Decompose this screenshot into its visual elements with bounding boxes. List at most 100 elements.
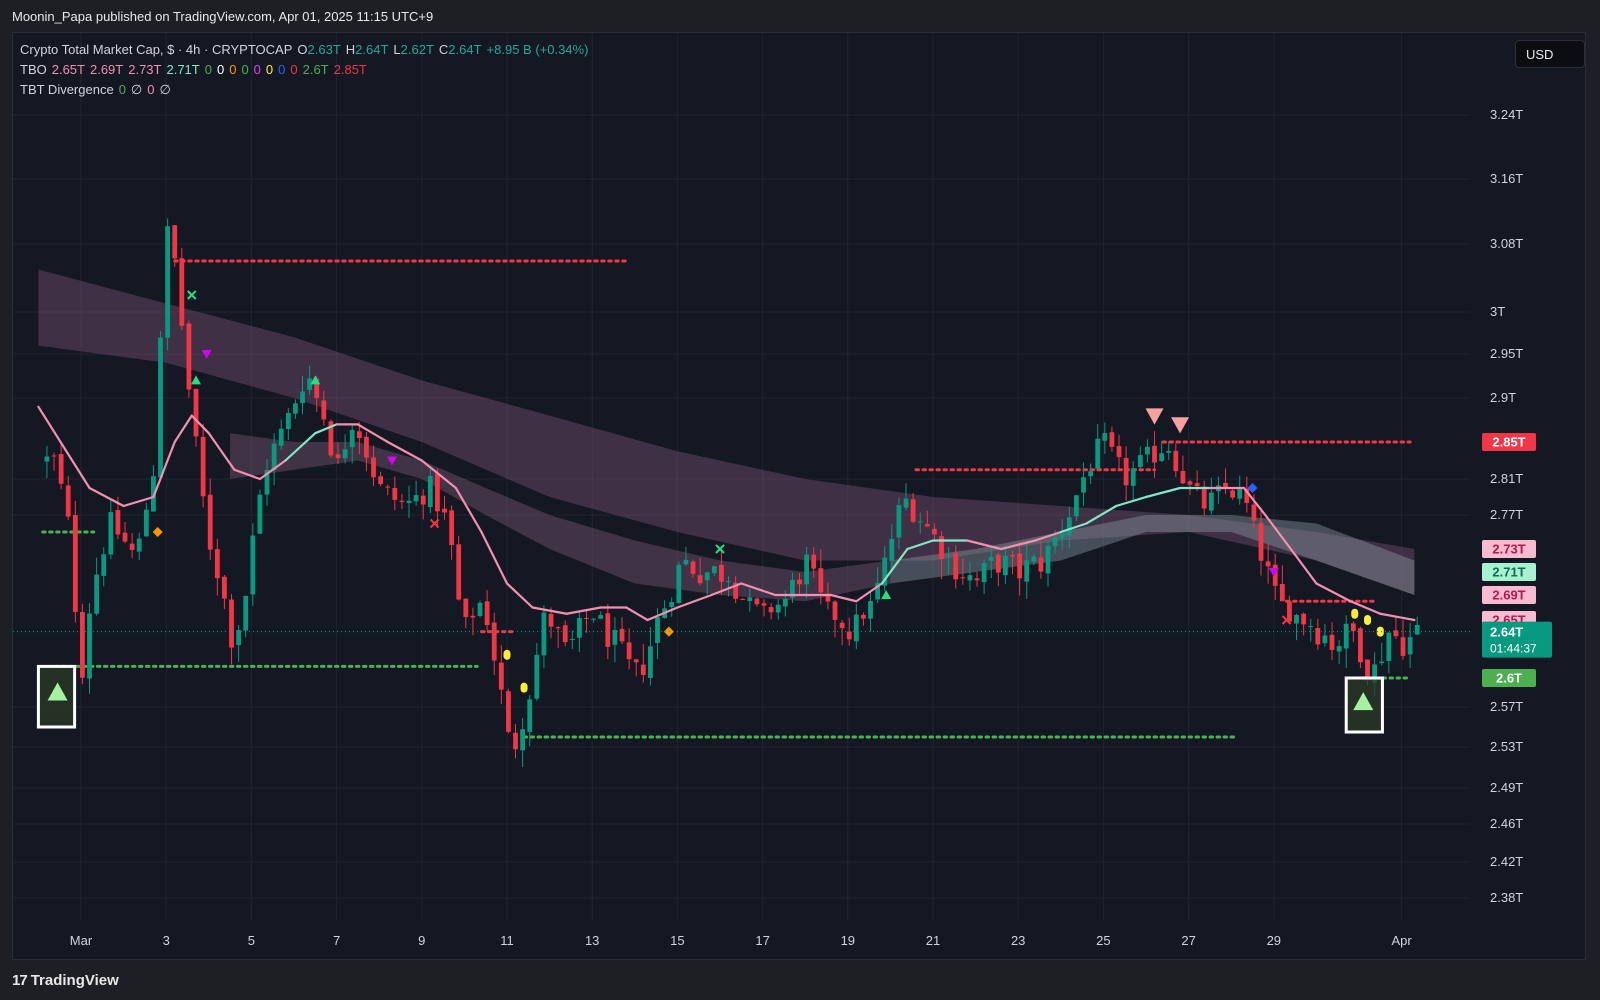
tbo-segment xyxy=(88,486,125,508)
candle-body xyxy=(719,564,724,582)
signal-drop xyxy=(1351,608,1359,619)
tbo-segment xyxy=(906,539,935,551)
candle-body xyxy=(584,617,589,619)
candle-body xyxy=(1180,470,1186,484)
tradingview-logo[interactable]: 17 TradingView xyxy=(12,972,119,989)
candle-body xyxy=(903,498,909,508)
candle-body xyxy=(917,521,923,523)
price-axis: 3.24T 3.16T 3.08T 3T 2.95T 2.9T 2.81T 2.77T 2.57… xyxy=(1490,107,1523,905)
candle-body xyxy=(463,598,469,617)
candle-body xyxy=(44,456,50,462)
tbo-segment xyxy=(1034,530,1062,542)
tbo-segment xyxy=(1349,600,1382,615)
candle-body xyxy=(413,495,419,502)
candle-body xyxy=(768,607,774,613)
price-tick-label: 2.77T xyxy=(1490,507,1523,522)
tbo-segment xyxy=(710,582,743,597)
candle-body xyxy=(1095,438,1101,469)
candle-body xyxy=(264,469,270,495)
candle-body xyxy=(1081,477,1086,493)
candle-body xyxy=(711,566,717,574)
time-tick-label: 11 xyxy=(500,933,514,948)
tbo-segment xyxy=(1085,504,1118,525)
candle-body xyxy=(1244,488,1250,503)
legend-tbo-item: 2.85T xyxy=(333,62,367,77)
currency-button[interactable]: USD xyxy=(1515,40,1585,68)
legend-tbo-line[interactable]: TBO 2.65T 2.69T 2.73T 2.71T 0 0 0 0 0 0 0 0 2.6T 2.85T xyxy=(20,62,372,77)
price-tick-label: 2.46T xyxy=(1490,816,1523,831)
candle-body xyxy=(704,572,710,581)
candle-body xyxy=(151,476,156,512)
signal-diamond xyxy=(663,626,674,637)
candle-body xyxy=(1400,637,1406,656)
time-axis: Mar 3 5 7 9 11 13 15 17 19 21 23 25 27 29 Apr xyxy=(70,933,1413,948)
price-tick-label: 3T xyxy=(1490,304,1505,319)
time-tick-label: 3 xyxy=(163,933,170,948)
tbo-segment xyxy=(880,547,909,585)
legend-tbo-item: 2.73T xyxy=(128,62,162,77)
signal-cross xyxy=(187,290,197,300)
signal-triangle-down xyxy=(1268,568,1279,577)
price-tag-label: 2.69T xyxy=(1492,588,1525,603)
candle-body xyxy=(1123,457,1129,486)
price-tick-label: 2.95T xyxy=(1490,346,1523,361)
price-tag-label: 2.71T xyxy=(1492,565,1525,580)
tbo-segment xyxy=(505,582,534,609)
tbo-segment xyxy=(676,593,713,609)
legend-tbo-item: 0 xyxy=(216,62,225,77)
candle-body xyxy=(356,431,362,439)
signal-cross xyxy=(1281,615,1292,625)
candle-body xyxy=(619,629,625,642)
highlight-boxes xyxy=(36,664,1384,734)
price-tag-bg xyxy=(1482,586,1536,604)
candle-body xyxy=(1287,601,1292,622)
candle-body xyxy=(1152,445,1157,463)
candle-body xyxy=(342,449,348,459)
time-tick-label: 29 xyxy=(1267,933,1281,948)
candle-body xyxy=(1393,630,1399,637)
candle-body xyxy=(683,559,689,565)
signal-diamond xyxy=(1247,483,1258,493)
candle-body xyxy=(1074,495,1079,517)
time-tick-label: 15 xyxy=(670,933,684,948)
candle-body xyxy=(236,630,242,646)
candle-body xyxy=(129,543,135,550)
price-tag-bg xyxy=(1482,563,1536,581)
tbo-segment xyxy=(1144,486,1182,499)
candle-body xyxy=(1194,483,1200,486)
candle-body xyxy=(953,553,959,580)
candle-body xyxy=(832,601,838,620)
candle-body xyxy=(861,614,866,619)
candle-body xyxy=(257,494,263,534)
legend-symbol-line[interactable]: Crypto Total Market Cap, $ · 4h · CRYPTO… xyxy=(20,42,593,57)
candle-body xyxy=(995,554,1001,573)
candle-body xyxy=(243,595,249,631)
candle-body xyxy=(974,578,980,581)
signal-drop xyxy=(503,649,511,660)
tbo-segment xyxy=(284,432,317,462)
candle-body xyxy=(165,226,171,338)
candle-body xyxy=(335,454,341,459)
signal-triangle-up xyxy=(191,375,202,385)
candle-body xyxy=(1173,450,1179,472)
candle-body xyxy=(733,582,739,599)
time-tick-label: 21 xyxy=(926,933,940,948)
candle-body xyxy=(932,528,937,535)
tbo-segment xyxy=(1242,486,1267,517)
candle-body xyxy=(80,612,85,678)
candle-body xyxy=(229,599,234,648)
legend-symbol-item: 2.63T xyxy=(307,42,341,57)
candle-body xyxy=(868,601,873,619)
legend-divergence-line[interactable]: TBT Divergence 0 ∅ 0 ∅ xyxy=(20,82,176,98)
candle-body xyxy=(939,536,944,560)
candle-body xyxy=(1159,453,1165,461)
candle-body xyxy=(1365,659,1370,681)
candle-body xyxy=(548,613,554,627)
candle-body xyxy=(612,630,618,645)
legend-tbo-item: 2.6T xyxy=(302,62,329,77)
chart-panel[interactable] xyxy=(12,32,1586,960)
legend-symbol-item: L xyxy=(393,42,401,57)
highlight-arrow-up xyxy=(47,682,68,701)
candle-body xyxy=(435,473,440,512)
